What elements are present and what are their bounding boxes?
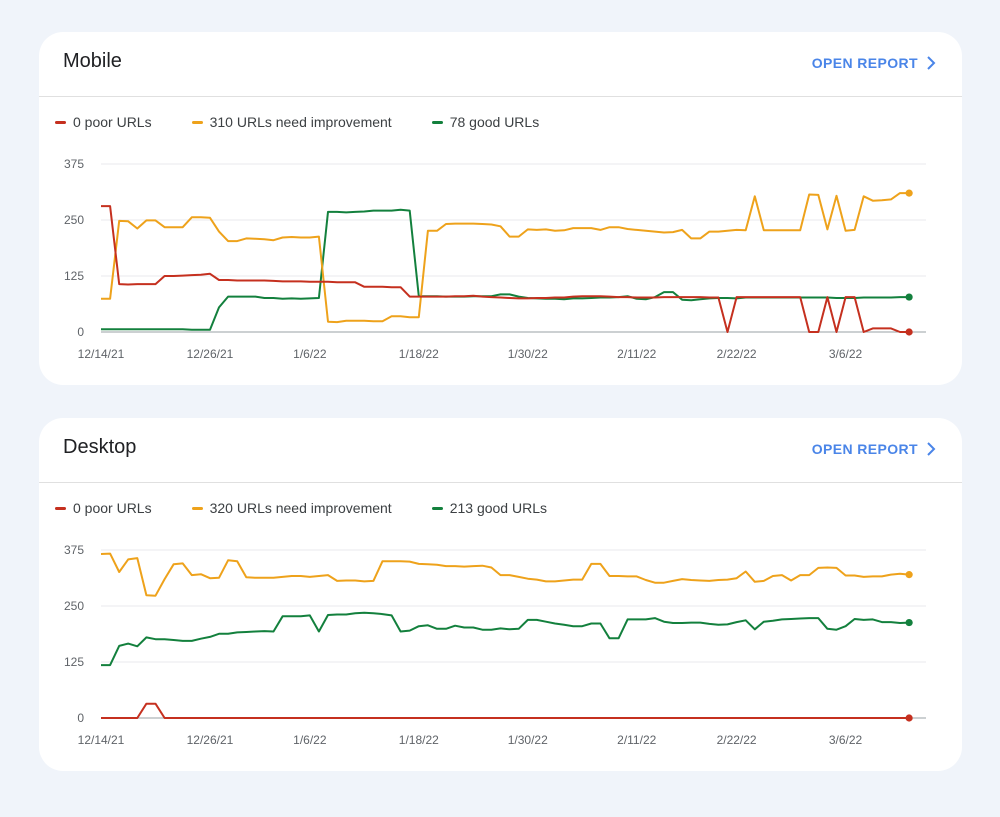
legend-label-poor: 0 poor URLs [73,114,152,130]
series-endpoint-poor [905,714,913,722]
y-tick-label: 250 [64,213,84,227]
x-tick-label: 3/6/22 [829,733,863,747]
y-tick-label: 250 [64,599,84,613]
legend-swatch-good [431,506,443,510]
legend-item-good[interactable]: 78 good URLs [431,114,540,130]
chevron-right-icon [927,56,936,70]
series-line-good[interactable] [101,611,910,667]
legend-item-poor[interactable]: 0 poor URLs [55,500,152,516]
legend-swatch-needs-improvement [191,506,203,510]
y-tick-label: 375 [64,543,84,557]
x-tick-label: 1/6/22 [293,733,327,747]
open-report-label: OPEN REPORT [811,55,918,71]
legend-label-needs-improvement: 320 URLs need improvement [209,500,392,516]
y-tick-label: 0 [77,711,84,725]
legend-swatch-good [431,120,443,124]
x-tick-label: 12/26/21 [187,347,234,361]
x-tick-label: 2/11/22 [617,733,656,747]
x-tick-label: 1/30/22 [508,733,548,747]
legend-swatch-poor [55,506,66,510]
legend-item-poor[interactable]: 0 poor URLs [55,114,152,130]
x-tick-label: 1/30/22 [508,347,548,361]
series-line-poor[interactable] [101,702,910,719]
series-endpoint-poor [905,328,913,336]
card-title: Mobile [63,50,122,72]
desktop-line-chart: 0 125 250 375 12/14/21 12/26/21 1/6/22 1/18/22 1… [64,543,926,747]
card-header: Mobile OPEN REPORT [39,32,962,97]
x-tick-label: 2/11/22 [617,347,656,361]
y-tick-label: 0 [77,325,84,339]
legend-label-poor: 0 poor URLs [73,500,152,516]
x-tick-label: 1/6/22 [293,347,327,361]
card-title: Desktop [63,436,137,458]
open-report-button[interactable]: OPEN REPORT [812,441,936,457]
legend-swatch-needs-improvement [191,120,203,124]
series-line-needs[interactable] [100,552,910,597]
series-endpoint-needs [905,189,913,197]
y-tick-label: 125 [64,269,84,283]
legend-item-good[interactable]: 213 good URLs [431,500,547,516]
x-tick-label: 1/18/22 [399,347,439,361]
x-tick-label: 12/14/21 [78,347,125,361]
mobile-card: Mobile OPEN REPORT 0 poor URLs 310 URLs … [39,32,962,385]
x-tick-label: 12/26/21 [187,733,234,747]
legend-label-needs-improvement: 310 URLs need improvement [209,114,392,130]
legend-swatch-poor [55,120,66,124]
legend-label-good: 213 good URLs [449,500,547,516]
y-tick-label: 125 [64,655,84,669]
x-tick-label: 2/22/22 [717,347,757,361]
chart-legend: 0 poor URLs 320 URLs need improvement 21… [55,500,587,516]
series-endpoint-good [905,293,913,301]
series-line-poor[interactable] [101,205,910,333]
chevron-right-icon [927,442,936,456]
series-endpoint-good [905,618,913,627]
open-report-label: OPEN REPORT [811,441,918,457]
legend-item-needs-improvement[interactable]: 310 URLs need improvement [191,114,392,130]
open-report-button[interactable]: OPEN REPORT [812,55,936,71]
chart-legend: 0 poor URLs 310 URLs need improvement 78… [55,114,579,130]
x-tick-label: 2/22/22 [717,733,757,747]
series-line-needs[interactable] [101,192,910,324]
x-tick-label: 12/14/21 [78,733,125,747]
y-tick-label: 375 [64,157,84,171]
legend-label-good: 78 good URLs [449,114,540,130]
series-line-good[interactable] [101,208,910,331]
series-endpoint-needs [905,571,913,579]
card-header: Desktop OPEN REPORT [39,418,962,483]
x-tick-label: 3/6/22 [829,347,863,361]
x-tick-label: 1/18/22 [399,733,439,747]
mobile-line-chart: 0 125 250 375 12/14/21 12/26/21 1/6/22 1/18/22 1… [64,157,926,361]
desktop-card: Desktop OPEN REPORT 0 poor URLs 320 URLs… [39,418,962,771]
legend-item-needs-improvement[interactable]: 320 URLs need improvement [191,500,392,516]
